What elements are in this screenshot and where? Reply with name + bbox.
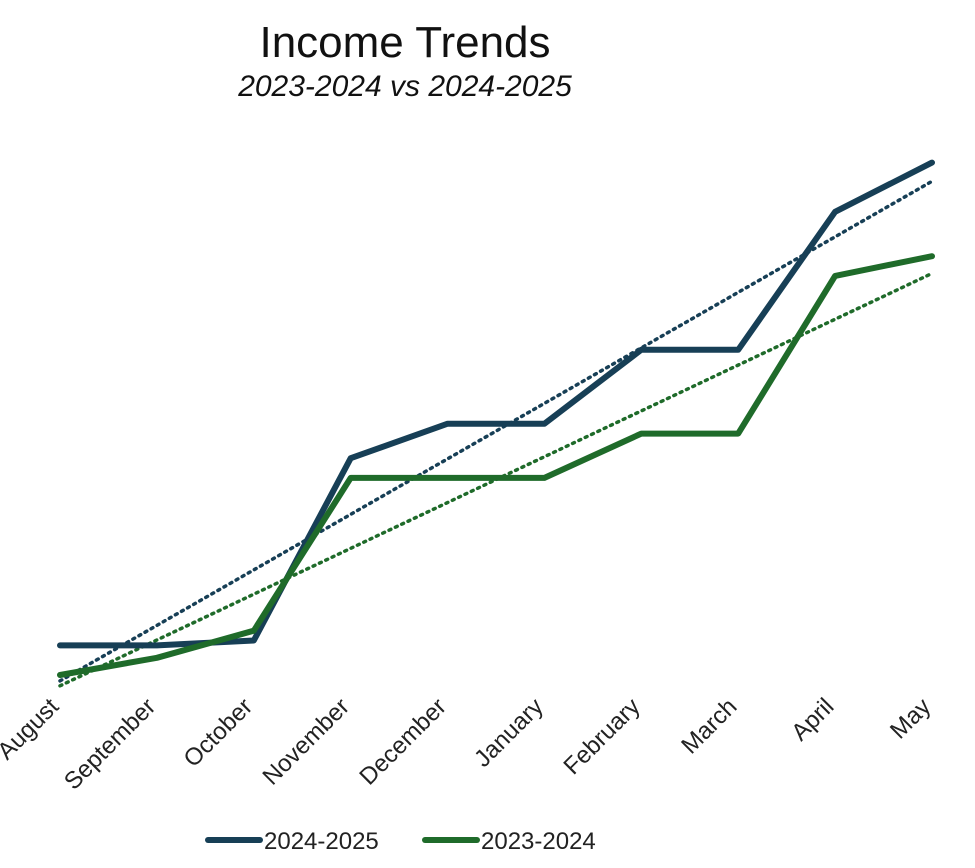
x-tick-september: September xyxy=(59,693,161,795)
trendline-2024-2025 xyxy=(58,179,934,683)
x-tick-august: August xyxy=(0,693,64,765)
series-line-2024-2025 xyxy=(57,159,935,649)
legend-label-2023-2024: 2023-2024 xyxy=(481,828,596,855)
x-tick-january: January xyxy=(469,693,548,772)
legend-label-2024-2025: 2024-2025 xyxy=(264,828,379,855)
x-tick-april: April xyxy=(786,693,839,746)
series-lines xyxy=(57,159,935,678)
chart-subtitle: 2023-2024 vs 2024-2025 xyxy=(238,70,572,103)
x-tick-november: November xyxy=(258,693,355,790)
x-tick-october: October xyxy=(179,693,258,772)
x-tick-march: March xyxy=(676,693,742,759)
x-tick-may: May xyxy=(885,693,936,744)
x-tick-february: February xyxy=(559,693,646,780)
x-tick-december: December xyxy=(354,693,451,790)
legend: 2024-2025 2023-2024 xyxy=(205,828,596,855)
series-line-2023-2024 xyxy=(57,253,935,678)
chart-title: Income Trends xyxy=(259,18,551,67)
